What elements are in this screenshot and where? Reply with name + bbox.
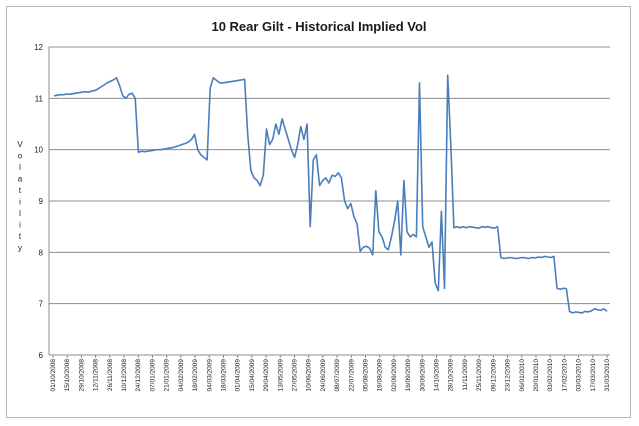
x-tick-label: 13/05/2009 — [277, 359, 284, 392]
x-tick-label: 08/07/2009 — [334, 359, 341, 392]
x-tick-label: 29/10/2008 — [78, 359, 85, 392]
x-tick-label: 21/01/2009 — [164, 359, 171, 392]
x-tick-label: 28/10/2009 — [448, 359, 455, 392]
x-tick-label: 18/02/2009 — [192, 359, 199, 392]
x-tick-label: 18/03/2009 — [220, 359, 227, 392]
x-tick-label: 27/05/2009 — [291, 359, 298, 392]
x-tick-label: 06/01/2010 — [519, 359, 526, 392]
y-tick-label: 7 — [39, 300, 44, 309]
x-tick-label: 30/09/2009 — [419, 359, 426, 392]
x-tick-label: 04/03/2009 — [206, 359, 213, 392]
x-tick-label: 02/09/2009 — [391, 359, 398, 392]
chart-frame: 10 Rear Gilt - Historical Implied Vol 6 7… — [6, 6, 631, 418]
series-group — [53, 74, 608, 314]
x-tick-label: 10/06/2009 — [306, 359, 313, 392]
x-tick-label: 19/08/2009 — [377, 359, 384, 392]
x-tick-label: 04/02/2009 — [178, 359, 185, 392]
series-line — [53, 74, 608, 314]
x-tick-label: 11/11/2009 — [462, 359, 469, 391]
x-tick-label: 14/10/2009 — [434, 359, 441, 392]
gridlines — [49, 46, 610, 356]
x-tick-label: 25/11/2009 — [476, 359, 483, 391]
x-tick-label: 29/04/2009 — [263, 359, 270, 392]
x-tick-label: 23/12/2009 — [505, 359, 512, 392]
y-tick-label: 12 — [34, 43, 43, 52]
x-tick-label: 03/03/2010 — [576, 359, 583, 392]
x-tick-label: 24/06/2009 — [320, 359, 327, 392]
chart-title: 10 Rear Gilt - Historical Implied Vol — [211, 19, 426, 34]
x-tick-label: 20/01/2010 — [533, 359, 540, 392]
x-tick-label: 17/03/2010 — [590, 359, 597, 392]
x-tick-label: 31/03/2010 — [604, 359, 611, 392]
x-tick-label: 22/07/2009 — [348, 359, 355, 392]
y-axis-ticks: 6 7 8 9 10 11 12 — [34, 43, 43, 360]
x-tick-label: 07/01/2009 — [149, 359, 156, 392]
y-tick-label: 6 — [39, 351, 44, 360]
x-axis-ticks: 01/10/2008 15/10/2008 29/10/2008 12/11/2008… — [50, 355, 611, 392]
x-tick-label: 01/04/2009 — [235, 359, 242, 392]
x-tick-label: 01/10/2008 — [50, 359, 57, 392]
y-tick-label: 8 — [39, 248, 44, 257]
x-tick-label: 17/02/2010 — [561, 359, 568, 392]
x-tick-label: 15/04/2009 — [249, 359, 256, 392]
x-tick-label: 03/02/2010 — [547, 359, 554, 392]
y-tick-label: 9 — [39, 197, 44, 206]
x-tick-label: 09/12/2009 — [490, 359, 497, 392]
x-tick-label: 12/11/2008 — [93, 359, 100, 391]
y-tick-label: 11 — [35, 94, 44, 103]
x-tick-label: 24/12/2008 — [135, 359, 142, 392]
x-axis — [48, 47, 610, 356]
x-tick-label: 16/09/2009 — [405, 359, 412, 392]
x-tick-label: 10/12/2008 — [121, 359, 128, 392]
x-tick-label: 05/08/2009 — [363, 359, 370, 392]
x-tick-label: 26/11/2008 — [107, 359, 114, 391]
x-tick-label: 15/10/2008 — [64, 359, 71, 392]
y-tick-label: 10 — [34, 146, 43, 155]
line-chart: 10 Rear Gilt - Historical Implied Vol 6 7… — [17, 19, 611, 392]
